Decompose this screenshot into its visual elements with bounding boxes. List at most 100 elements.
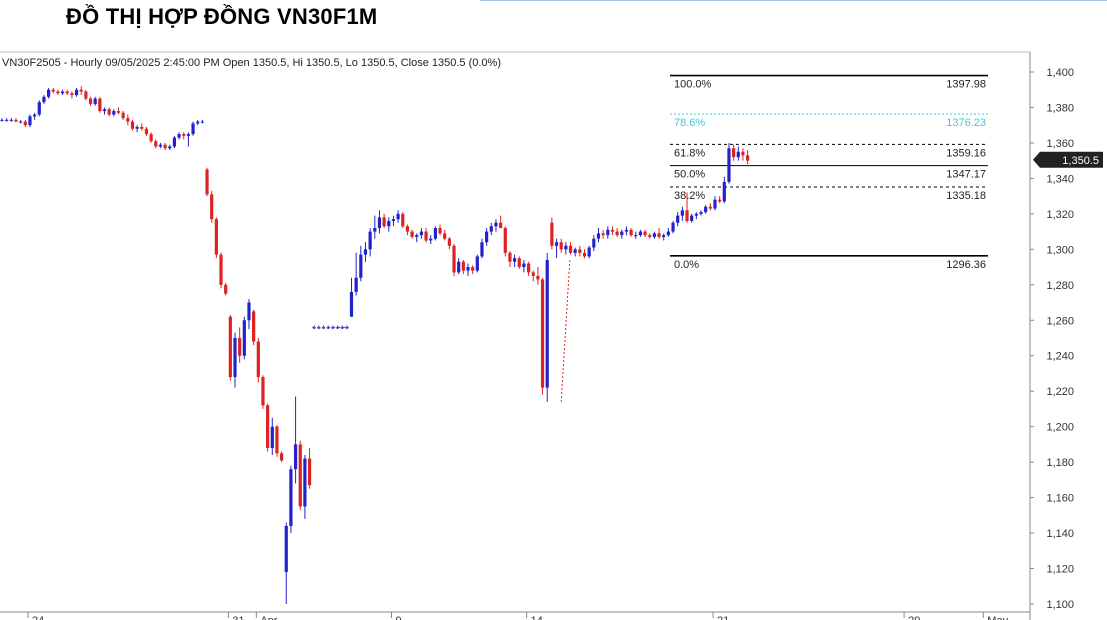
candle bbox=[545, 252, 549, 402]
candle bbox=[526, 261, 531, 276]
y-tick-label: 1,260 bbox=[1046, 315, 1074, 327]
candle-body bbox=[205, 169, 209, 195]
candle-body bbox=[116, 111, 121, 113]
y-tick-label: 1,120 bbox=[1046, 564, 1074, 576]
candle bbox=[443, 229, 447, 241]
candle bbox=[5, 118, 9, 122]
candle-body bbox=[582, 252, 587, 257]
candle-body bbox=[256, 341, 260, 378]
candle bbox=[368, 228, 372, 257]
candle bbox=[629, 228, 633, 237]
candle-body bbox=[307, 458, 312, 486]
candle-body bbox=[718, 199, 722, 202]
candle bbox=[84, 89, 88, 101]
y-tick-label: 1,100 bbox=[1046, 599, 1074, 611]
last-price-box bbox=[1033, 151, 1103, 168]
candle bbox=[74, 87, 79, 97]
candle bbox=[438, 224, 442, 236]
fib-level-value: 1335.18 bbox=[946, 190, 986, 202]
candle-body bbox=[680, 210, 684, 216]
candle bbox=[517, 256, 521, 269]
y-tick-label: 1,380 bbox=[1046, 102, 1074, 114]
candle-body bbox=[401, 213, 405, 227]
y-tick-label: 1,300 bbox=[1046, 244, 1074, 256]
last-price-tag: 1,350.5 bbox=[1033, 151, 1103, 168]
candle bbox=[270, 417, 274, 456]
candle bbox=[457, 258, 461, 275]
candle-body bbox=[522, 263, 526, 268]
candle bbox=[228, 314, 232, 381]
candle bbox=[307, 447, 312, 489]
candle bbox=[238, 327, 242, 363]
candle bbox=[98, 96, 102, 113]
candle-body bbox=[98, 98, 102, 112]
candle-body bbox=[545, 259, 549, 388]
candle bbox=[182, 132, 186, 140]
candle-body bbox=[746, 155, 750, 161]
candle bbox=[554, 238, 559, 259]
candle bbox=[634, 231, 638, 239]
x-tick-label: 21 bbox=[717, 615, 729, 620]
candle bbox=[172, 135, 177, 149]
candle bbox=[638, 229, 643, 237]
candle-body bbox=[694, 213, 698, 216]
candle-body bbox=[144, 128, 149, 135]
candle-body bbox=[261, 377, 265, 406]
candle bbox=[56, 89, 60, 96]
candle-body bbox=[489, 226, 493, 232]
fib-level-label: 0.0% bbox=[674, 259, 699, 271]
candle-body bbox=[387, 220, 391, 227]
candle-body bbox=[722, 181, 726, 202]
candle bbox=[266, 403, 270, 452]
candle bbox=[568, 242, 573, 255]
candle bbox=[186, 132, 190, 147]
candle-body bbox=[564, 245, 568, 250]
candle-body bbox=[298, 444, 302, 507]
candle bbox=[107, 107, 111, 117]
candle-body bbox=[275, 426, 279, 454]
candle-body bbox=[652, 233, 656, 237]
candle-body bbox=[182, 134, 186, 136]
candle-body bbox=[368, 231, 372, 250]
candle bbox=[289, 465, 293, 534]
candle-body bbox=[573, 249, 577, 253]
candle-body bbox=[158, 144, 163, 147]
candle-body bbox=[699, 212, 703, 214]
candle bbox=[121, 111, 125, 120]
header-divider bbox=[480, 0, 1107, 1]
candle bbox=[713, 196, 717, 211]
candle bbox=[19, 119, 23, 124]
candle bbox=[419, 228, 423, 239]
candle-body bbox=[666, 231, 670, 236]
candle bbox=[396, 210, 400, 223]
candle bbox=[722, 176, 726, 204]
candle-body bbox=[238, 338, 242, 356]
candle bbox=[601, 229, 605, 239]
candle-body bbox=[191, 123, 195, 135]
candle bbox=[615, 228, 619, 237]
candle bbox=[177, 132, 181, 140]
candle-body bbox=[485, 231, 489, 243]
candle bbox=[522, 259, 526, 273]
candle bbox=[736, 146, 740, 161]
candle-body bbox=[51, 89, 55, 92]
candle bbox=[275, 424, 279, 457]
x-tick-label: 29 bbox=[908, 615, 920, 620]
page-title: ĐỒ THỊ HỢP ĐỒNG VN30F1M bbox=[66, 4, 378, 29]
candle bbox=[102, 107, 107, 115]
candle bbox=[387, 217, 391, 232]
candle bbox=[410, 229, 414, 239]
candle-body bbox=[359, 254, 363, 278]
candle bbox=[582, 249, 587, 259]
price-axis-background bbox=[1030, 52, 1107, 620]
fib-level-value: 1376.23 bbox=[946, 117, 986, 129]
candle bbox=[93, 96, 97, 106]
candle bbox=[610, 226, 615, 236]
candle-body bbox=[657, 233, 661, 237]
candle-body bbox=[293, 444, 298, 470]
candle bbox=[28, 114, 32, 127]
fib-level-label: 100.0% bbox=[674, 79, 712, 91]
candle bbox=[252, 309, 256, 346]
candle bbox=[662, 233, 666, 241]
candle-body bbox=[349, 291, 354, 317]
